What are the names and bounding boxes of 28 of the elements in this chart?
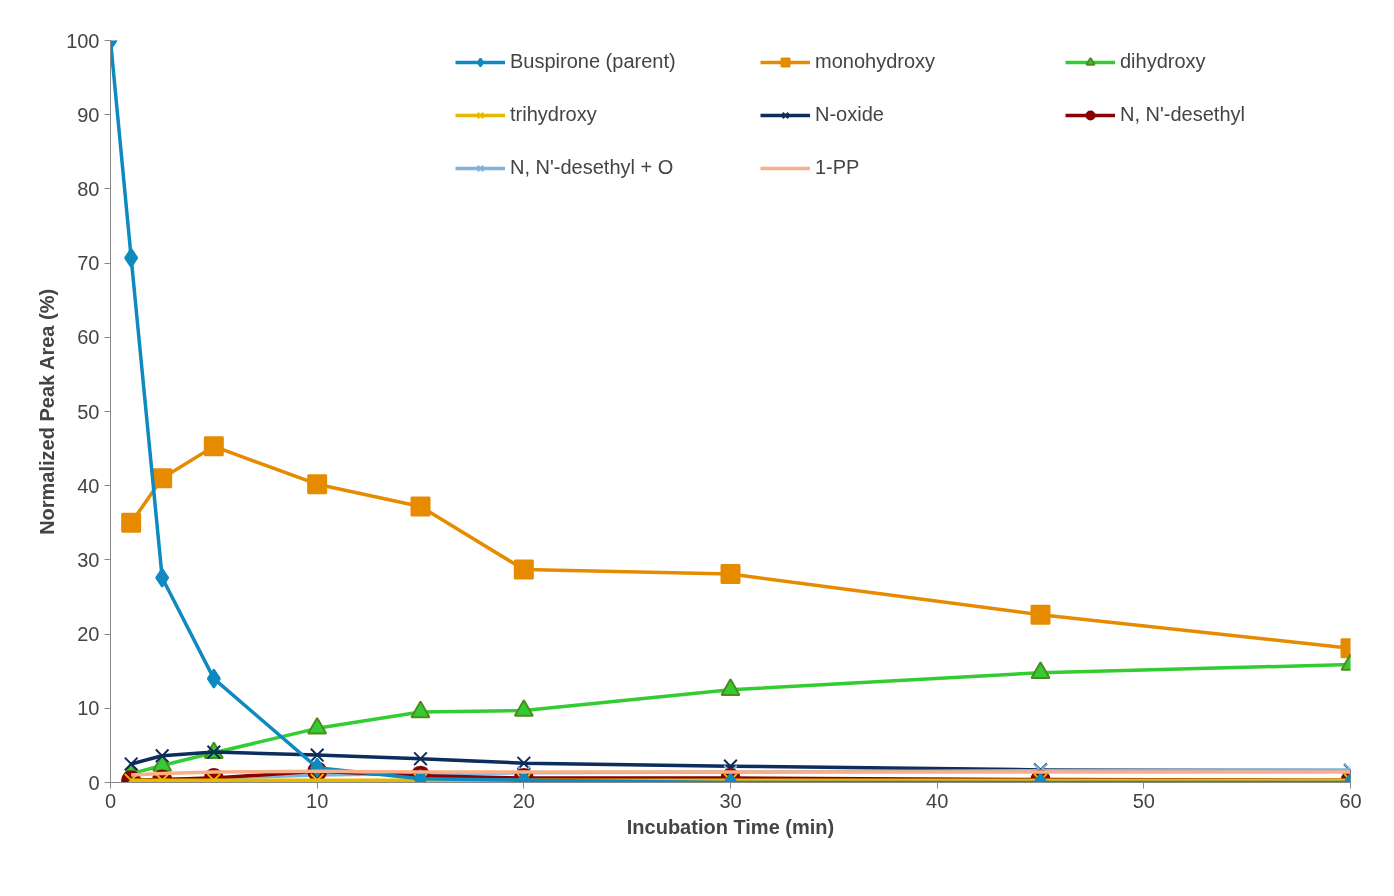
y-tick-label: 60 (77, 326, 100, 349)
y-tick-label: 0 (88, 771, 100, 794)
x-axis-title: Incubation Time (min) (626, 815, 835, 838)
x-tick-label: 30 (719, 789, 742, 812)
y-tick-label: 70 (77, 252, 100, 275)
y-tick-label: 100 (66, 29, 100, 52)
legend-label: dihydroxy (1120, 50, 1207, 73)
x-tick-label: 0 (104, 789, 117, 812)
y-tick-label: 10 (77, 697, 100, 720)
x-tick-label: 20 (512, 789, 535, 812)
y-tick-label: 20 (77, 623, 100, 646)
x-tick-label: 40 (926, 789, 949, 812)
legend-label: 1-PP (815, 156, 861, 179)
legend-label: N, N'-desethyl + O (510, 156, 675, 179)
x-tick-label: 50 (1132, 789, 1155, 812)
x-tick-label: 60 (1339, 789, 1362, 812)
legend-label: N, N'-desethyl (1120, 103, 1246, 126)
y-tick-label: 80 (77, 177, 100, 200)
y-tick-label: 50 (77, 400, 100, 423)
y-tick-label: 30 (77, 548, 100, 571)
legend-label: N-oxide (815, 103, 885, 126)
y-tick-label: 40 (77, 474, 100, 497)
legend-label: trihydroxy (510, 103, 598, 126)
y-axis-title: Normalized Peak Area (%) (36, 288, 59, 535)
y-tick-label: 90 (77, 103, 100, 126)
x-tick-label: 10 (306, 789, 329, 812)
legend-label: monohydroxy (815, 50, 937, 73)
legend-label: Buspirone (parent) (510, 50, 677, 73)
